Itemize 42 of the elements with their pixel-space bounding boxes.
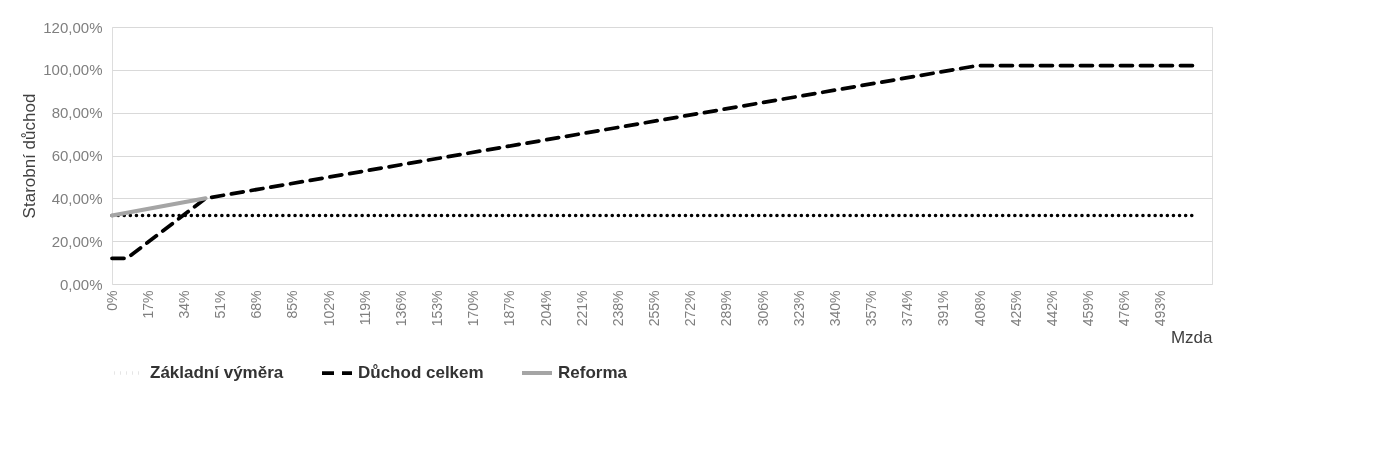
x-tick-label: 153%	[429, 290, 446, 327]
y-tick-label: 80,00%	[51, 104, 103, 122]
x-tick-label: 306%	[754, 290, 771, 327]
x-tick-label: 34%	[175, 290, 192, 319]
y-tick-label: 0,00%	[59, 275, 103, 293]
y-tick-label: 100,00%	[43, 61, 103, 79]
y-axis-title: Starobní důchod	[20, 93, 40, 219]
y-tick-label: 60,00%	[51, 147, 103, 164]
x-tick-label: 221%	[573, 290, 590, 327]
x-tick-label: 425%	[1007, 290, 1024, 327]
x-tick-label: 238%	[609, 290, 626, 327]
x-tick-label: 170%	[465, 290, 482, 327]
x-tick-label: 102%	[320, 290, 337, 327]
x-tick-label: 476%	[1116, 290, 1133, 327]
x-tick-label: 136%	[392, 290, 409, 327]
x-tick-label: 442%	[1043, 290, 1060, 327]
x-tick-label: 187%	[501, 290, 518, 327]
y-tick-label: 120,00%	[43, 18, 103, 36]
y-tick-label: 20,00%	[51, 232, 103, 250]
x-tick-label: 408%	[971, 290, 988, 327]
x-tick-label: 85%	[284, 290, 301, 319]
x-tick-label: 0%	[103, 290, 120, 311]
x-tick-label: 17%	[139, 290, 156, 319]
x-tick-label: 459%	[1080, 290, 1097, 327]
x-tick-label: 204%	[537, 290, 554, 327]
x-tick-label: 51%	[212, 290, 229, 319]
x-tick-label: 255%	[646, 290, 663, 327]
x-tick-label: 119%	[356, 290, 373, 326]
legend-label: Důchod celkem	[358, 363, 484, 382]
x-tick-label: 374%	[899, 290, 916, 327]
legend-label: Základní výměra	[150, 363, 284, 382]
x-tick-label: 340%	[826, 290, 843, 327]
x-tick-label: 323%	[790, 290, 807, 327]
x-axis-title: Mzda	[1170, 328, 1214, 348]
x-tick-label: 357%	[863, 290, 880, 327]
x-tick-label: 493%	[1152, 290, 1169, 327]
x-tick-label: 289%	[718, 290, 735, 327]
x-tick-label: 391%	[935, 290, 952, 327]
x-tick-label: 272%	[682, 290, 699, 327]
x-tick-label: 68%	[248, 290, 265, 319]
y-tick-label: 40,00%	[51, 189, 103, 207]
legend-label: Reforma	[558, 363, 628, 382]
